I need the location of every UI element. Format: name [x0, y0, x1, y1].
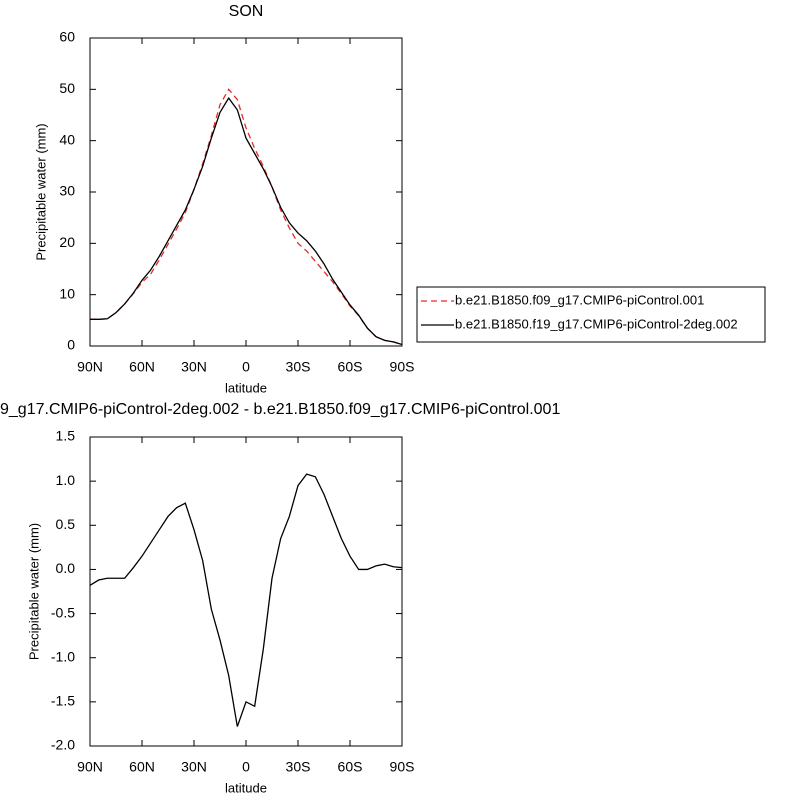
- x-axis-label: latitude: [225, 780, 267, 795]
- y-tick-label: 20: [59, 234, 75, 250]
- x-tick-label: 30S: [286, 759, 311, 775]
- x-tick-label: 90N: [77, 759, 103, 775]
- x-tick-label: 30S: [286, 359, 311, 375]
- x-tick-label: 30N: [181, 759, 207, 775]
- y-axis-label: Precipitable water (mm): [33, 123, 48, 260]
- x-axis-label: latitude: [225, 380, 267, 395]
- legend-label: b.e21.B1850.f09_g17.CMIP6-piControl.001: [455, 292, 704, 307]
- y-tick-label: -1.5: [51, 693, 75, 709]
- x-tick-label: 60S: [338, 359, 363, 375]
- y-tick-label: 10: [59, 285, 75, 301]
- y-tick-label: 0.0: [56, 560, 76, 576]
- x-tick-label: 60S: [338, 759, 363, 775]
- chart-title: SON: [229, 3, 264, 20]
- y-tick-label: -2.0: [51, 737, 75, 753]
- y-tick-label: 0: [67, 337, 75, 353]
- legend-box: [416, 286, 766, 343]
- y-tick-label: 30: [59, 183, 75, 199]
- y-tick-label: -1.0: [51, 648, 75, 664]
- x-tick-label: 30N: [181, 359, 207, 375]
- y-tick-label: 40: [59, 131, 75, 147]
- x-tick-label: 90N: [77, 359, 103, 375]
- x-tick-label: 90S: [390, 759, 415, 775]
- data-line: [90, 88, 403, 346]
- x-tick-label: 60N: [129, 759, 155, 775]
- y-axis-label: Precipitable water (mm): [26, 523, 41, 660]
- chart-title: 9_g17.CMIP6-piControl-2deg.002 - b.e21.B…: [0, 401, 560, 418]
- data-line: [89, 473, 403, 727]
- y-tick-label: 0.5: [56, 516, 76, 532]
- plot-frame: [89, 37, 403, 347]
- y-tick-label: -0.5: [51, 604, 75, 620]
- y-tick-label: 1.5: [56, 428, 76, 444]
- plot-frame: [89, 436, 403, 747]
- y-tick-label: 60: [59, 29, 75, 45]
- x-tick-label: 90S: [390, 359, 415, 375]
- y-tick-label: 50: [59, 80, 75, 96]
- x-tick-label: 0: [242, 359, 250, 375]
- y-tick-label: 1.0: [56, 472, 76, 488]
- x-tick-label: 60N: [129, 359, 155, 375]
- legend-label: b.e21.B1850.f19_g17.CMIP6-piControl-2deg…: [455, 316, 738, 331]
- data-line: [90, 96, 403, 346]
- x-tick-label: 0: [242, 759, 250, 775]
